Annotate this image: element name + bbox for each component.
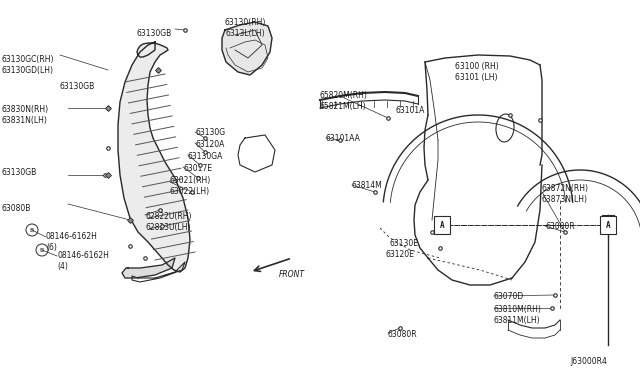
Text: A: A: [605, 221, 611, 230]
Text: 63130G: 63130G: [195, 128, 225, 137]
Text: 63080R: 63080R: [388, 330, 418, 339]
Text: 63017E: 63017E: [183, 164, 212, 173]
Text: 63130GC(RH)
63130GD(LH): 63130GC(RH) 63130GD(LH): [2, 55, 54, 75]
Text: 63101A: 63101A: [395, 106, 424, 115]
Text: 63130GB: 63130GB: [2, 168, 37, 177]
Text: 63080R: 63080R: [545, 222, 575, 231]
Text: 63080B: 63080B: [2, 204, 31, 213]
Polygon shape: [222, 22, 272, 75]
Text: 63130GA: 63130GA: [188, 152, 223, 161]
Text: 63021(RH)
63022(LH): 63021(RH) 63022(LH): [170, 176, 211, 196]
Text: 63101AA: 63101AA: [326, 134, 361, 143]
Text: 63872N(RH)
63873N(LH): 63872N(RH) 63873N(LH): [542, 184, 589, 204]
FancyBboxPatch shape: [434, 216, 450, 234]
Text: 63120E: 63120E: [385, 250, 414, 259]
Polygon shape: [122, 258, 175, 278]
Text: 63830N(RH)
63831N(LH): 63830N(RH) 63831N(LH): [2, 105, 49, 125]
FancyBboxPatch shape: [600, 216, 616, 234]
Text: 63130(RH)
6313L(LH): 63130(RH) 6313L(LH): [224, 18, 266, 38]
Text: B: B: [30, 228, 34, 232]
Text: 63100 (RH)
63101 (LH): 63100 (RH) 63101 (LH): [455, 62, 499, 82]
Text: 08146-6162H
(4): 08146-6162H (4): [57, 251, 109, 271]
Text: A: A: [440, 221, 444, 230]
Text: 63120A: 63120A: [195, 140, 225, 149]
Text: 63810M(RH)
63811M(LH): 63810M(RH) 63811M(LH): [494, 305, 542, 325]
Text: 08146-6162H
(6): 08146-6162H (6): [46, 232, 98, 252]
Text: 63814M: 63814M: [352, 181, 383, 190]
Text: 63070D: 63070D: [494, 292, 524, 301]
Text: 62822U(RH)
62823U(LH): 62822U(RH) 62823U(LH): [145, 212, 191, 232]
Text: FRONT: FRONT: [279, 270, 305, 279]
Polygon shape: [118, 42, 190, 272]
Text: B: B: [40, 247, 44, 253]
Text: 63130E: 63130E: [390, 239, 419, 248]
Text: J63000R4: J63000R4: [570, 357, 607, 366]
Text: 65820M(RH)
65821M(LH): 65820M(RH) 65821M(LH): [320, 91, 368, 111]
Text: 63130GB: 63130GB: [137, 29, 172, 38]
Text: 63130GB: 63130GB: [60, 82, 95, 91]
